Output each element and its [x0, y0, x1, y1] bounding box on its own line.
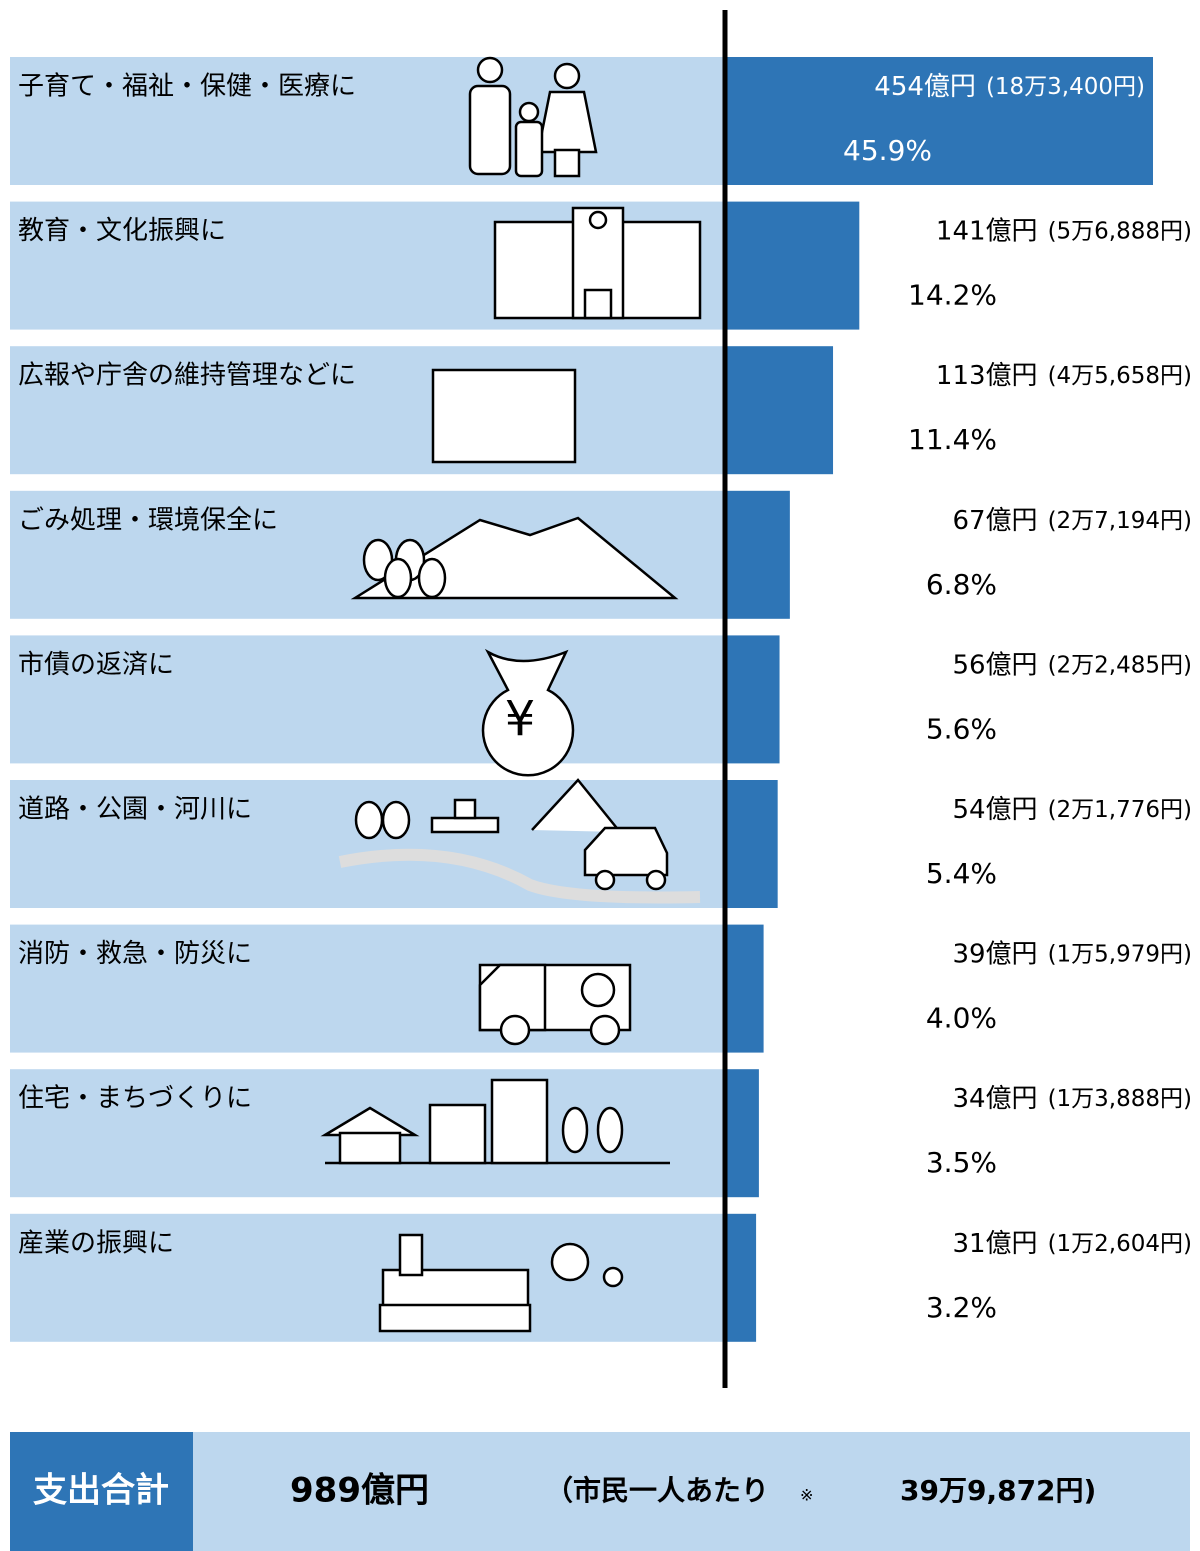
svg-text:¥: ¥	[505, 691, 536, 747]
per-capita-label: (1万5,979円)	[1048, 941, 1192, 967]
total-band	[10, 1432, 1190, 1551]
bar	[727, 924, 764, 1053]
percentage-label: 3.2%	[926, 1291, 997, 1324]
per-capita-label: (4万5,658円)	[1048, 363, 1192, 389]
amount-label: 31億円	[952, 1228, 1037, 1258]
amount-label: 56億円	[952, 650, 1037, 680]
total-per-capita: 39万9,872円)	[900, 1474, 1096, 1507]
category-label: 市債の返済に	[18, 650, 174, 680]
amount-label: 54億円	[952, 795, 1037, 825]
note-mark: ※	[800, 1486, 813, 1505]
value-label: 113億円 (4万5,658円)	[936, 361, 1192, 391]
bar	[727, 635, 780, 764]
amount-label: 39億円	[952, 939, 1037, 969]
total-title: 支出合計	[33, 1471, 169, 1511]
value-label: 31億円 (1万2,604円)	[952, 1228, 1192, 1258]
per-capita-label: (18万3,400円)	[986, 74, 1145, 100]
amount-label: 141億円	[936, 216, 1038, 246]
value-label: 56億円 (2万2,485円)	[952, 650, 1192, 680]
total-per-capita-prefix: （市民一人あたり	[545, 1474, 769, 1507]
per-capita-label: (2万2,485円)	[1048, 652, 1192, 678]
category-label: 道路・公園・河川に	[18, 795, 252, 825]
value-label: 454億円 (18万3,400円)	[874, 72, 1145, 102]
value-label: 141億円 (5万6,888円)	[936, 216, 1192, 246]
per-capita-label: (2万7,194円)	[1048, 507, 1192, 533]
bar	[727, 201, 860, 330]
amount-label: 67億円	[952, 505, 1037, 535]
percentage-label: 6.8%	[926, 568, 997, 601]
icons: ¥	[320, 56, 702, 1333]
bar	[727, 57, 1153, 185]
value-label: 67億円 (2万7,194円)	[952, 505, 1192, 535]
bar	[727, 1069, 759, 1198]
row-band	[10, 635, 725, 764]
total-title-box	[10, 1432, 193, 1551]
bar	[727, 346, 834, 475]
per-capita-label: (2万1,776円)	[1048, 797, 1192, 823]
percentage-label: 45.9%	[843, 134, 932, 167]
row-band	[10, 346, 725, 475]
per-capita-label: (1万2,604円)	[1048, 1230, 1192, 1256]
category-label: 住宅・まちづくりに	[18, 1084, 252, 1114]
row-band	[10, 57, 725, 185]
bar	[727, 1213, 757, 1342]
amount-label: 113億円	[936, 361, 1038, 391]
category-label: 子育て・福祉・保健・医療に	[18, 72, 356, 102]
category-label: 広報や庁舎の維持管理などに	[18, 361, 356, 391]
percentage-label: 5.6%	[926, 712, 997, 745]
category-label: ごみ処理・環境保全に	[18, 505, 278, 535]
percentage-label: 5.4%	[926, 857, 997, 890]
value-label: 34億円 (1万3,888円)	[952, 1084, 1192, 1114]
percentage-label: 11.4%	[908, 423, 997, 456]
category-label: 産業の振興に	[18, 1228, 174, 1258]
per-capita-label: (5万6,888円)	[1048, 218, 1192, 244]
bar	[727, 780, 778, 908]
category-label: 消防・救急・防災に	[18, 939, 252, 969]
percentage-label: 14.2%	[908, 279, 997, 312]
per-capita-label: (1万3,888円)	[1048, 1086, 1192, 1112]
percentage-label: 3.5%	[926, 1146, 997, 1179]
value-label: 39億円 (1万5,979円)	[952, 939, 1192, 969]
rows: 子育て・福祉・保健・医療に 454億円 (18万3,400円) 45.9% 教育・文化振…	[10, 57, 1192, 1342]
total-amount: 989億円	[290, 1471, 429, 1511]
bar	[727, 490, 790, 619]
category-label: 教育・文化振興に	[18, 216, 226, 246]
value-label: 54億円 (2万1,776円)	[952, 795, 1192, 825]
amount-label: 34億円	[952, 1084, 1037, 1114]
percentage-label: 4.0%	[926, 1002, 997, 1035]
amount-label: 454億円	[874, 72, 976, 102]
